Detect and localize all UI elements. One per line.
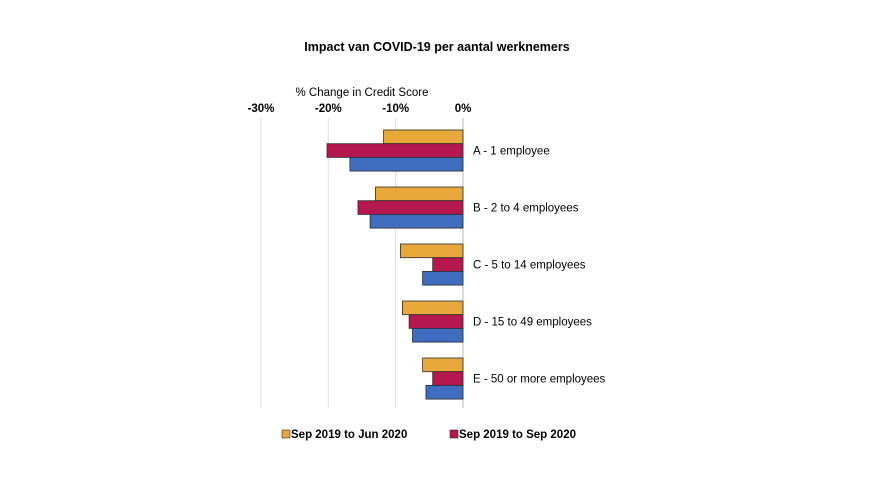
bar bbox=[402, 300, 464, 316]
bar bbox=[349, 156, 464, 172]
bar bbox=[383, 129, 464, 145]
legend-label: Sep 2019 to Sep 2020 bbox=[459, 429, 576, 441]
bar bbox=[422, 357, 464, 373]
legend-swatch bbox=[281, 429, 291, 439]
bar bbox=[432, 257, 464, 272]
bar bbox=[432, 371, 464, 386]
bar bbox=[369, 213, 464, 229]
bar bbox=[412, 327, 464, 343]
legend: Sep 2019 to Jun 2020 Sep 2019 to Sep 2020 bbox=[281, 429, 576, 441]
category-label: E - 50 or more employees bbox=[473, 374, 606, 386]
category-label: B - 2 to 4 employees bbox=[473, 203, 579, 215]
legend-swatch bbox=[449, 429, 459, 439]
legend-label: Sep 2019 to Jun 2020 bbox=[291, 429, 407, 441]
tick-labels: -30% -20% -10% 0% bbox=[248, 103, 472, 115]
bar bbox=[375, 186, 464, 202]
tick-label: -10% bbox=[382, 103, 409, 115]
bars bbox=[326, 129, 464, 400]
x-axis-title: % Change in Credit Score bbox=[296, 87, 429, 99]
tick-label: -20% bbox=[315, 103, 342, 115]
bar bbox=[357, 200, 464, 215]
category-label: D - 15 to 49 employees bbox=[473, 317, 592, 329]
bar bbox=[425, 384, 464, 400]
category-label: C - 5 to 14 employees bbox=[473, 260, 586, 272]
tick-label: 0% bbox=[455, 103, 472, 115]
bar bbox=[408, 314, 464, 329]
tick-label: -30% bbox=[248, 103, 275, 115]
category-label: A - 1 employee bbox=[473, 146, 550, 158]
bar bbox=[326, 143, 464, 158]
category-labels: A - 1 employee B - 2 to 4 employees C - 5 … bbox=[473, 146, 606, 386]
bar bbox=[399, 243, 464, 259]
chart-title: Impact van COVID-19 per aantal werknemer… bbox=[304, 40, 569, 54]
bar bbox=[422, 270, 464, 286]
